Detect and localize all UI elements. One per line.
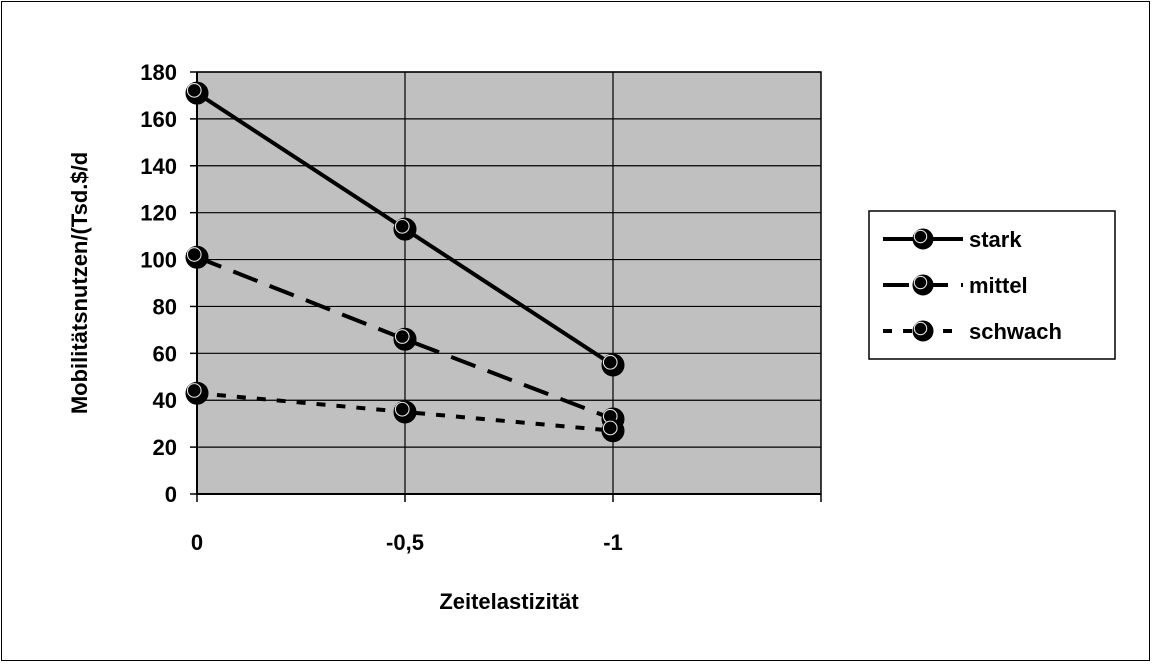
series-stark <box>185 81 625 377</box>
x-axis-title: Zeitelastizität <box>439 589 579 614</box>
data-point-mittel <box>393 327 417 351</box>
y-tick-label: 100 <box>140 248 177 273</box>
data-point-schwach-highlight <box>394 401 410 417</box>
data-point-stark-highlight <box>602 354 618 370</box>
y-tick-label: 140 <box>140 154 177 179</box>
y-tick-label: 60 <box>153 341 177 366</box>
data-point-schwach-highlight <box>602 420 618 436</box>
data-point-schwach <box>185 381 209 405</box>
legend-marker-stark <box>912 228 934 250</box>
data-point-schwach <box>393 400 417 424</box>
x-tick-label: -1 <box>603 530 623 555</box>
data-point-stark-highlight <box>186 82 202 98</box>
data-point-stark <box>393 217 417 241</box>
x-tick-label: -0,5 <box>386 530 424 555</box>
legend-item-mittel: mittel <box>883 273 1028 298</box>
data-point-stark <box>601 353 625 377</box>
data-point-stark <box>185 81 209 105</box>
y-tick-label: 20 <box>153 435 177 460</box>
y-tick-label: 120 <box>140 201 177 226</box>
data-point-mittel <box>185 245 209 269</box>
legend-box <box>868 210 1116 360</box>
y-axis-title: Mobilitätsnutzen/(Tsd.$/d <box>67 152 92 414</box>
data-point-schwach-highlight <box>186 383 202 398</box>
data-point-mittel-highlight <box>186 247 202 262</box>
x-tick-label: 0 <box>191 530 203 555</box>
y-tick-label: 0 <box>165 482 177 507</box>
legend-label-stark: stark <box>969 227 1022 252</box>
y-tick-label: 180 <box>140 60 177 85</box>
y-tick-label: 40 <box>153 388 177 413</box>
y-tick-label: 80 <box>153 294 177 319</box>
legend-marker-stark-highlight <box>913 229 928 244</box>
data-point-mittel-highlight <box>394 329 410 344</box>
data-point-stark-highlight <box>394 218 410 234</box>
legend-marker-mittel-highlight <box>913 275 928 290</box>
plot-area <box>196 71 822 495</box>
legend-label-schwach: schwach <box>969 319 1062 344</box>
series-line-mittel <box>196 255 614 421</box>
series-mittel <box>185 245 625 431</box>
y-tick-label: 160 <box>140 107 177 132</box>
series-schwach <box>185 381 625 443</box>
legend-marker-schwach <box>912 320 934 342</box>
legend-item-schwach: schwach <box>883 319 1062 344</box>
data-point-schwach <box>601 419 625 443</box>
legend-item-stark: stark <box>883 227 1022 252</box>
legend-marker-mittel <box>912 274 934 296</box>
legend-marker-schwach-highlight <box>913 321 928 336</box>
legend-label-mittel: mittel <box>969 273 1028 298</box>
